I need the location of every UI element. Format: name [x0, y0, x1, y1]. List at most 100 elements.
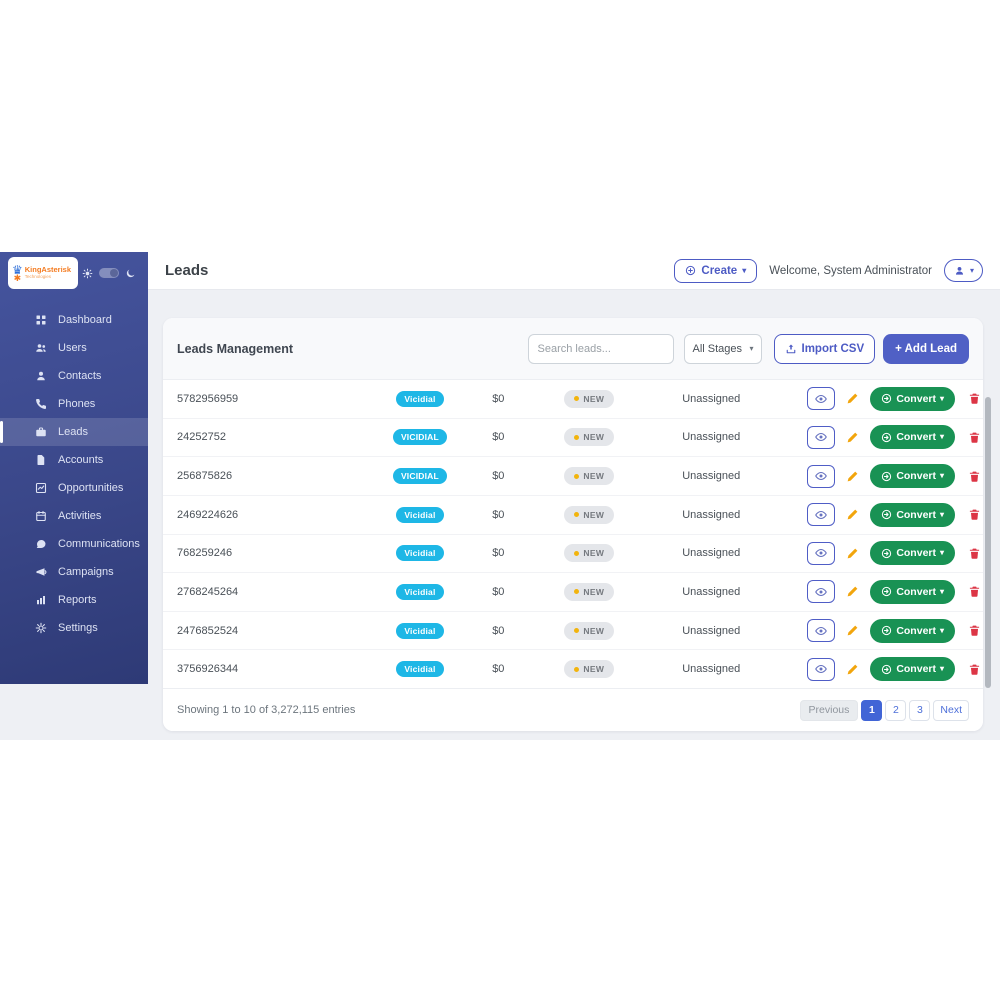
- view-lead-button[interactable]: [807, 464, 836, 488]
- user-avatar-icon: [953, 264, 966, 277]
- lead-status-badge: NEW: [564, 660, 615, 679]
- pagination-2[interactable]: 2: [885, 699, 907, 721]
- sidebar-item-label: Activities: [58, 510, 102, 522]
- sidebar-menu: Dashboard Users Contacts Phones Leads Account…: [0, 306, 148, 642]
- edit-lead-button[interactable]: [844, 429, 861, 446]
- brand-logo[interactable]: ♛ ✱ KingAsterisk Technologies: [8, 257, 78, 289]
- crown-icon: ♛: [12, 262, 23, 277]
- table-row: 24252752 VICIDIAL $0 NEW Unassigned Convert ▾: [163, 419, 983, 458]
- convert-lead-button[interactable]: Convert ▾: [870, 425, 956, 450]
- sidebar-item-campaigns[interactable]: Campaigns: [0, 558, 148, 586]
- lead-assigned: Unassigned: [682, 585, 741, 598]
- card-title: Leads Management: [177, 341, 294, 356]
- convert-lead-button[interactable]: Convert ▾: [870, 502, 956, 527]
- sidebar-item-opportunities[interactable]: Opportunities: [0, 474, 148, 502]
- edit-lead-button[interactable]: [844, 622, 861, 639]
- lead-status-badge: NEW: [564, 621, 615, 640]
- sidebar-item-users[interactable]: Users: [0, 334, 148, 362]
- eye-icon: [815, 509, 828, 521]
- pencil-icon: [846, 470, 859, 483]
- delete-lead-button[interactable]: [966, 661, 983, 678]
- convert-lead-button[interactable]: Convert ▾: [870, 579, 956, 604]
- caret-down-icon: ▾: [940, 432, 945, 442]
- edit-lead-button[interactable]: [844, 661, 861, 678]
- sidebar-item-phones[interactable]: Phones: [0, 390, 148, 418]
- eye-icon: [815, 393, 828, 405]
- delete-lead-button[interactable]: [966, 545, 983, 562]
- leads-card-header: Leads Management All Stages ▾ Import CSV…: [163, 318, 983, 380]
- table-row: 768259246 Vicidial $0 NEW Unassigned Convert ▾: [163, 535, 983, 574]
- sidebar: ♛ ✱ KingAsterisk Technologies Dashboard U…: [0, 252, 148, 684]
- delete-lead-button[interactable]: [966, 468, 983, 485]
- convert-icon: [881, 664, 892, 675]
- top-header: Leads Create ▾ Welcome, System Administr…: [148, 252, 1000, 290]
- circle-plus-icon: [685, 265, 696, 276]
- vertical-scrollbar[interactable]: [985, 397, 991, 688]
- delete-lead-button[interactable]: [966, 390, 983, 407]
- add-lead-button[interactable]: + Add Lead: [883, 333, 969, 364]
- convert-lead-button[interactable]: Convert ▾: [870, 618, 956, 643]
- view-lead-button[interactable]: [807, 580, 836, 604]
- stage-filter-select[interactable]: All Stages ▾: [683, 333, 762, 364]
- stage-filter-value: All Stages: [692, 342, 743, 355]
- lead-phone: 24252752: [177, 431, 226, 444]
- pagination-1[interactable]: 1: [861, 699, 883, 721]
- view-lead-button[interactable]: [807, 503, 836, 527]
- sidebar-item-contacts[interactable]: Contacts: [0, 362, 148, 390]
- convert-lead-button[interactable]: Convert ▾: [870, 657, 956, 682]
- caret-down-icon: ▾: [940, 586, 945, 596]
- edit-lead-button[interactable]: [844, 506, 861, 523]
- chat-icon: [35, 538, 47, 550]
- sidebar-item-activities[interactable]: Activities: [0, 502, 148, 530]
- sidebar-item-settings[interactable]: Settings: [0, 614, 148, 642]
- pagination-previous[interactable]: Previous: [799, 699, 859, 721]
- bars-icon: [35, 594, 47, 606]
- convert-lead-button[interactable]: Convert ▾: [870, 386, 956, 411]
- lead-source-badge: VICIDIAL: [392, 468, 447, 485]
- sidebar-item-label: Dashboard: [58, 314, 112, 326]
- sidebar-item-dashboard[interactable]: Dashboard: [0, 306, 148, 334]
- upload-icon: [785, 343, 797, 355]
- delete-lead-button[interactable]: [966, 429, 983, 446]
- caret-down-icon: ▾: [940, 664, 945, 674]
- pagination-next[interactable]: Next: [933, 699, 969, 721]
- convert-label: Convert: [896, 585, 936, 598]
- sidebar-item-reports[interactable]: Reports: [0, 586, 148, 614]
- edit-lead-button[interactable]: [844, 583, 861, 600]
- convert-icon: [881, 509, 892, 520]
- delete-lead-button[interactable]: [966, 622, 983, 639]
- view-lead-button[interactable]: [807, 425, 836, 449]
- delete-lead-button[interactable]: [966, 583, 983, 600]
- sidebar-item-leads[interactable]: Leads: [0, 418, 148, 446]
- briefcase-icon: [35, 426, 47, 438]
- sidebar-item-accounts[interactable]: Accounts: [0, 446, 148, 474]
- view-lead-button[interactable]: [807, 619, 836, 643]
- sidebar-item-communications[interactable]: Communications: [0, 530, 148, 558]
- import-csv-button[interactable]: Import CSV: [773, 333, 876, 364]
- edit-lead-button[interactable]: [844, 468, 861, 485]
- lead-status-badge: NEW: [564, 389, 615, 408]
- sidebar-item-label: Campaigns: [58, 566, 114, 578]
- convert-lead-button[interactable]: Convert ▾: [870, 464, 956, 489]
- view-lead-button[interactable]: [807, 657, 836, 681]
- create-button[interactable]: Create ▾: [674, 258, 758, 283]
- delete-lead-button[interactable]: [966, 506, 983, 523]
- view-lead-button[interactable]: [807, 387, 836, 411]
- convert-lead-button[interactable]: Convert ▾: [870, 541, 956, 566]
- convert-icon: [881, 393, 892, 404]
- view-lead-button[interactable]: [807, 541, 836, 565]
- search-input[interactable]: [527, 333, 674, 364]
- convert-icon: [881, 432, 892, 443]
- user-menu-button[interactable]: ▾: [943, 259, 983, 282]
- megaphone-icon: [35, 566, 47, 578]
- theme-toggle[interactable]: [99, 268, 119, 278]
- table-row: 2469224626 Vicidial $0 NEW Unassigned Convert…: [163, 496, 983, 535]
- pagination-3[interactable]: 3: [909, 699, 931, 721]
- table-row: 3756926344 Vicidial $0 NEW Unassigned Convert…: [163, 650, 983, 688]
- edit-lead-button[interactable]: [844, 390, 861, 407]
- trash-icon: [968, 392, 981, 405]
- lead-phone: 2476852524: [177, 624, 239, 637]
- table-row: 256875826 VICIDIAL $0 NEW Unassigned Convert ▾: [163, 457, 983, 496]
- edit-lead-button[interactable]: [844, 545, 861, 562]
- table-row: 5782956959 Vicidial $0 NEW Unassigned Convert…: [163, 380, 983, 419]
